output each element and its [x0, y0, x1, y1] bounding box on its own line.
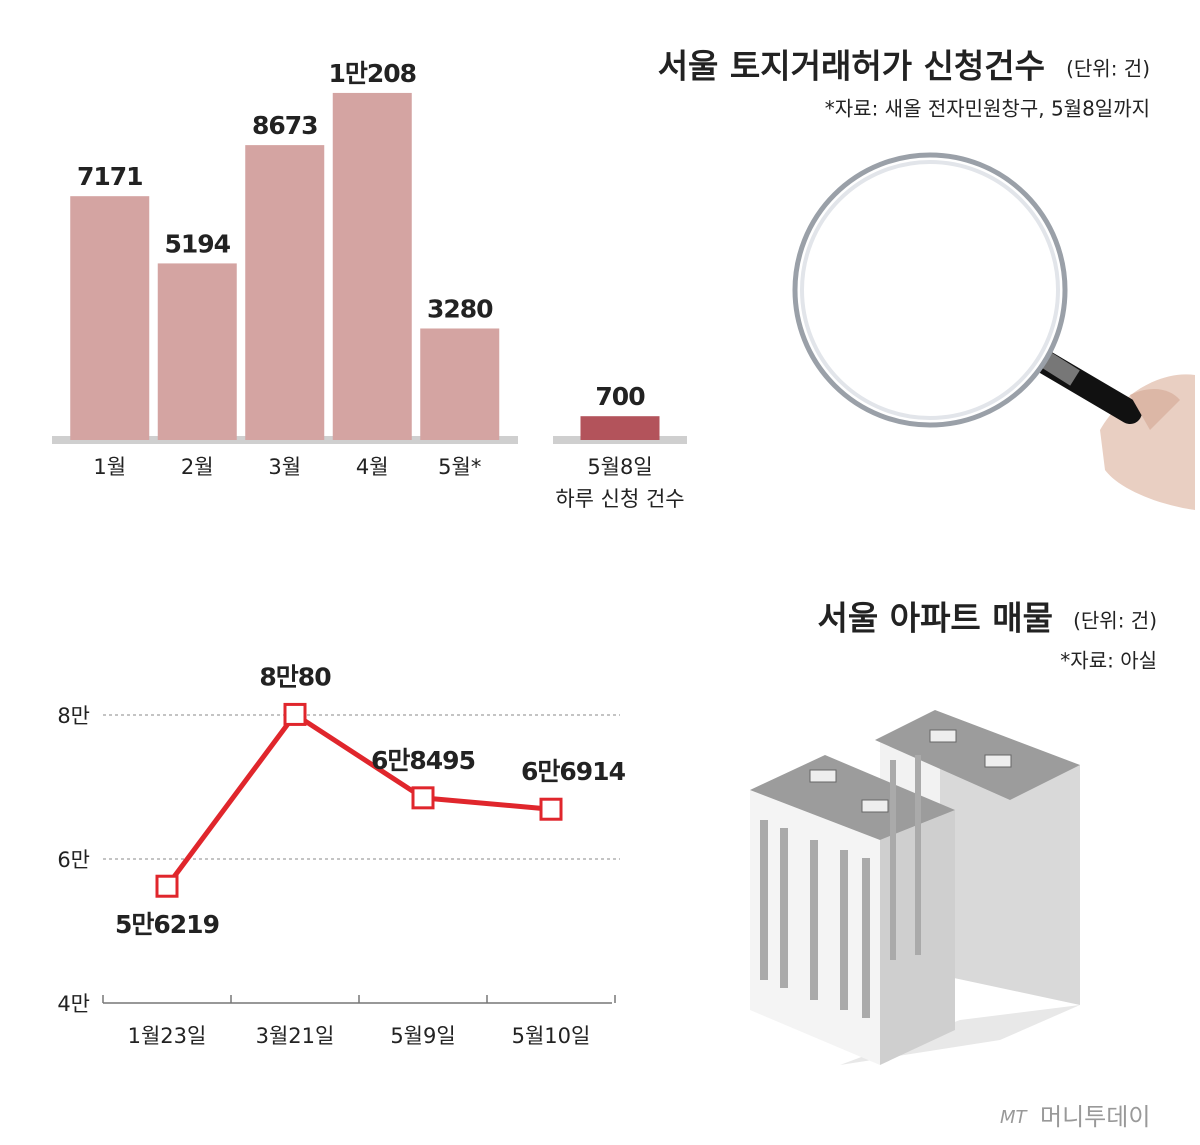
y-tick-label: 6만 — [57, 848, 90, 872]
value-label: 700 — [595, 382, 645, 411]
bar — [245, 145, 325, 441]
unit-label: (단위: 건) — [1066, 57, 1150, 81]
x-tick-label: 5월9일 — [390, 1024, 455, 1048]
value-label: 8673 — [252, 111, 318, 140]
x-tick-label: 1월 — [93, 455, 126, 479]
chart-title: 서울 토지거래허가 신청건수 — [658, 47, 1045, 86]
value-label: 3280 — [427, 294, 493, 323]
source-note: *자료: 새올 전자민원창구, 5월8일까지 — [825, 97, 1150, 121]
value-label: 7171 — [77, 162, 143, 191]
value-label: 1만208 — [328, 59, 416, 88]
x-tick-label: 5월8일 — [587, 455, 652, 479]
magnifier-illustration — [792, 152, 1195, 510]
marker — [411, 786, 435, 810]
bar — [332, 92, 412, 440]
marker — [539, 797, 563, 821]
building-illustration — [750, 710, 1080, 1065]
chart-title: 서울 아파트 매물 — [818, 599, 1054, 638]
marker — [155, 874, 179, 898]
x-tick-label: 1월23일 — [128, 1024, 207, 1048]
source-note: *자료: 아실 — [1060, 649, 1157, 673]
line-series — [164, 711, 552, 888]
x-tick-label: 3월21일 — [256, 1024, 335, 1048]
footer-brand: 머니투데이 — [1040, 1103, 1150, 1131]
x-tick-label: 2월 — [181, 455, 214, 479]
x-axis-label: 하루 신청 건수 — [555, 487, 684, 511]
bar — [420, 328, 500, 440]
value-label: 5194 — [164, 229, 230, 258]
y-tick-label: 4만 — [57, 992, 90, 1016]
value-label: 5만6219 — [115, 910, 219, 939]
x-tick-label: 4월 — [356, 455, 389, 479]
marker — [283, 702, 307, 726]
value-label: 8만80 — [259, 662, 331, 691]
y-tick-label: 8만 — [57, 704, 90, 728]
x-tick-label: 5월* — [438, 455, 481, 479]
value-label: 6만8495 — [371, 746, 475, 775]
value-label: 6만6914 — [521, 757, 626, 786]
footer-logo: MT — [1000, 1107, 1029, 1128]
bar — [157, 263, 237, 440]
x-tick-label: 5월10일 — [512, 1024, 591, 1048]
bar — [580, 416, 660, 440]
unit-label: (단위: 건) — [1073, 609, 1157, 633]
x-tick-label: 3월 — [268, 455, 301, 479]
bar — [70, 196, 150, 440]
